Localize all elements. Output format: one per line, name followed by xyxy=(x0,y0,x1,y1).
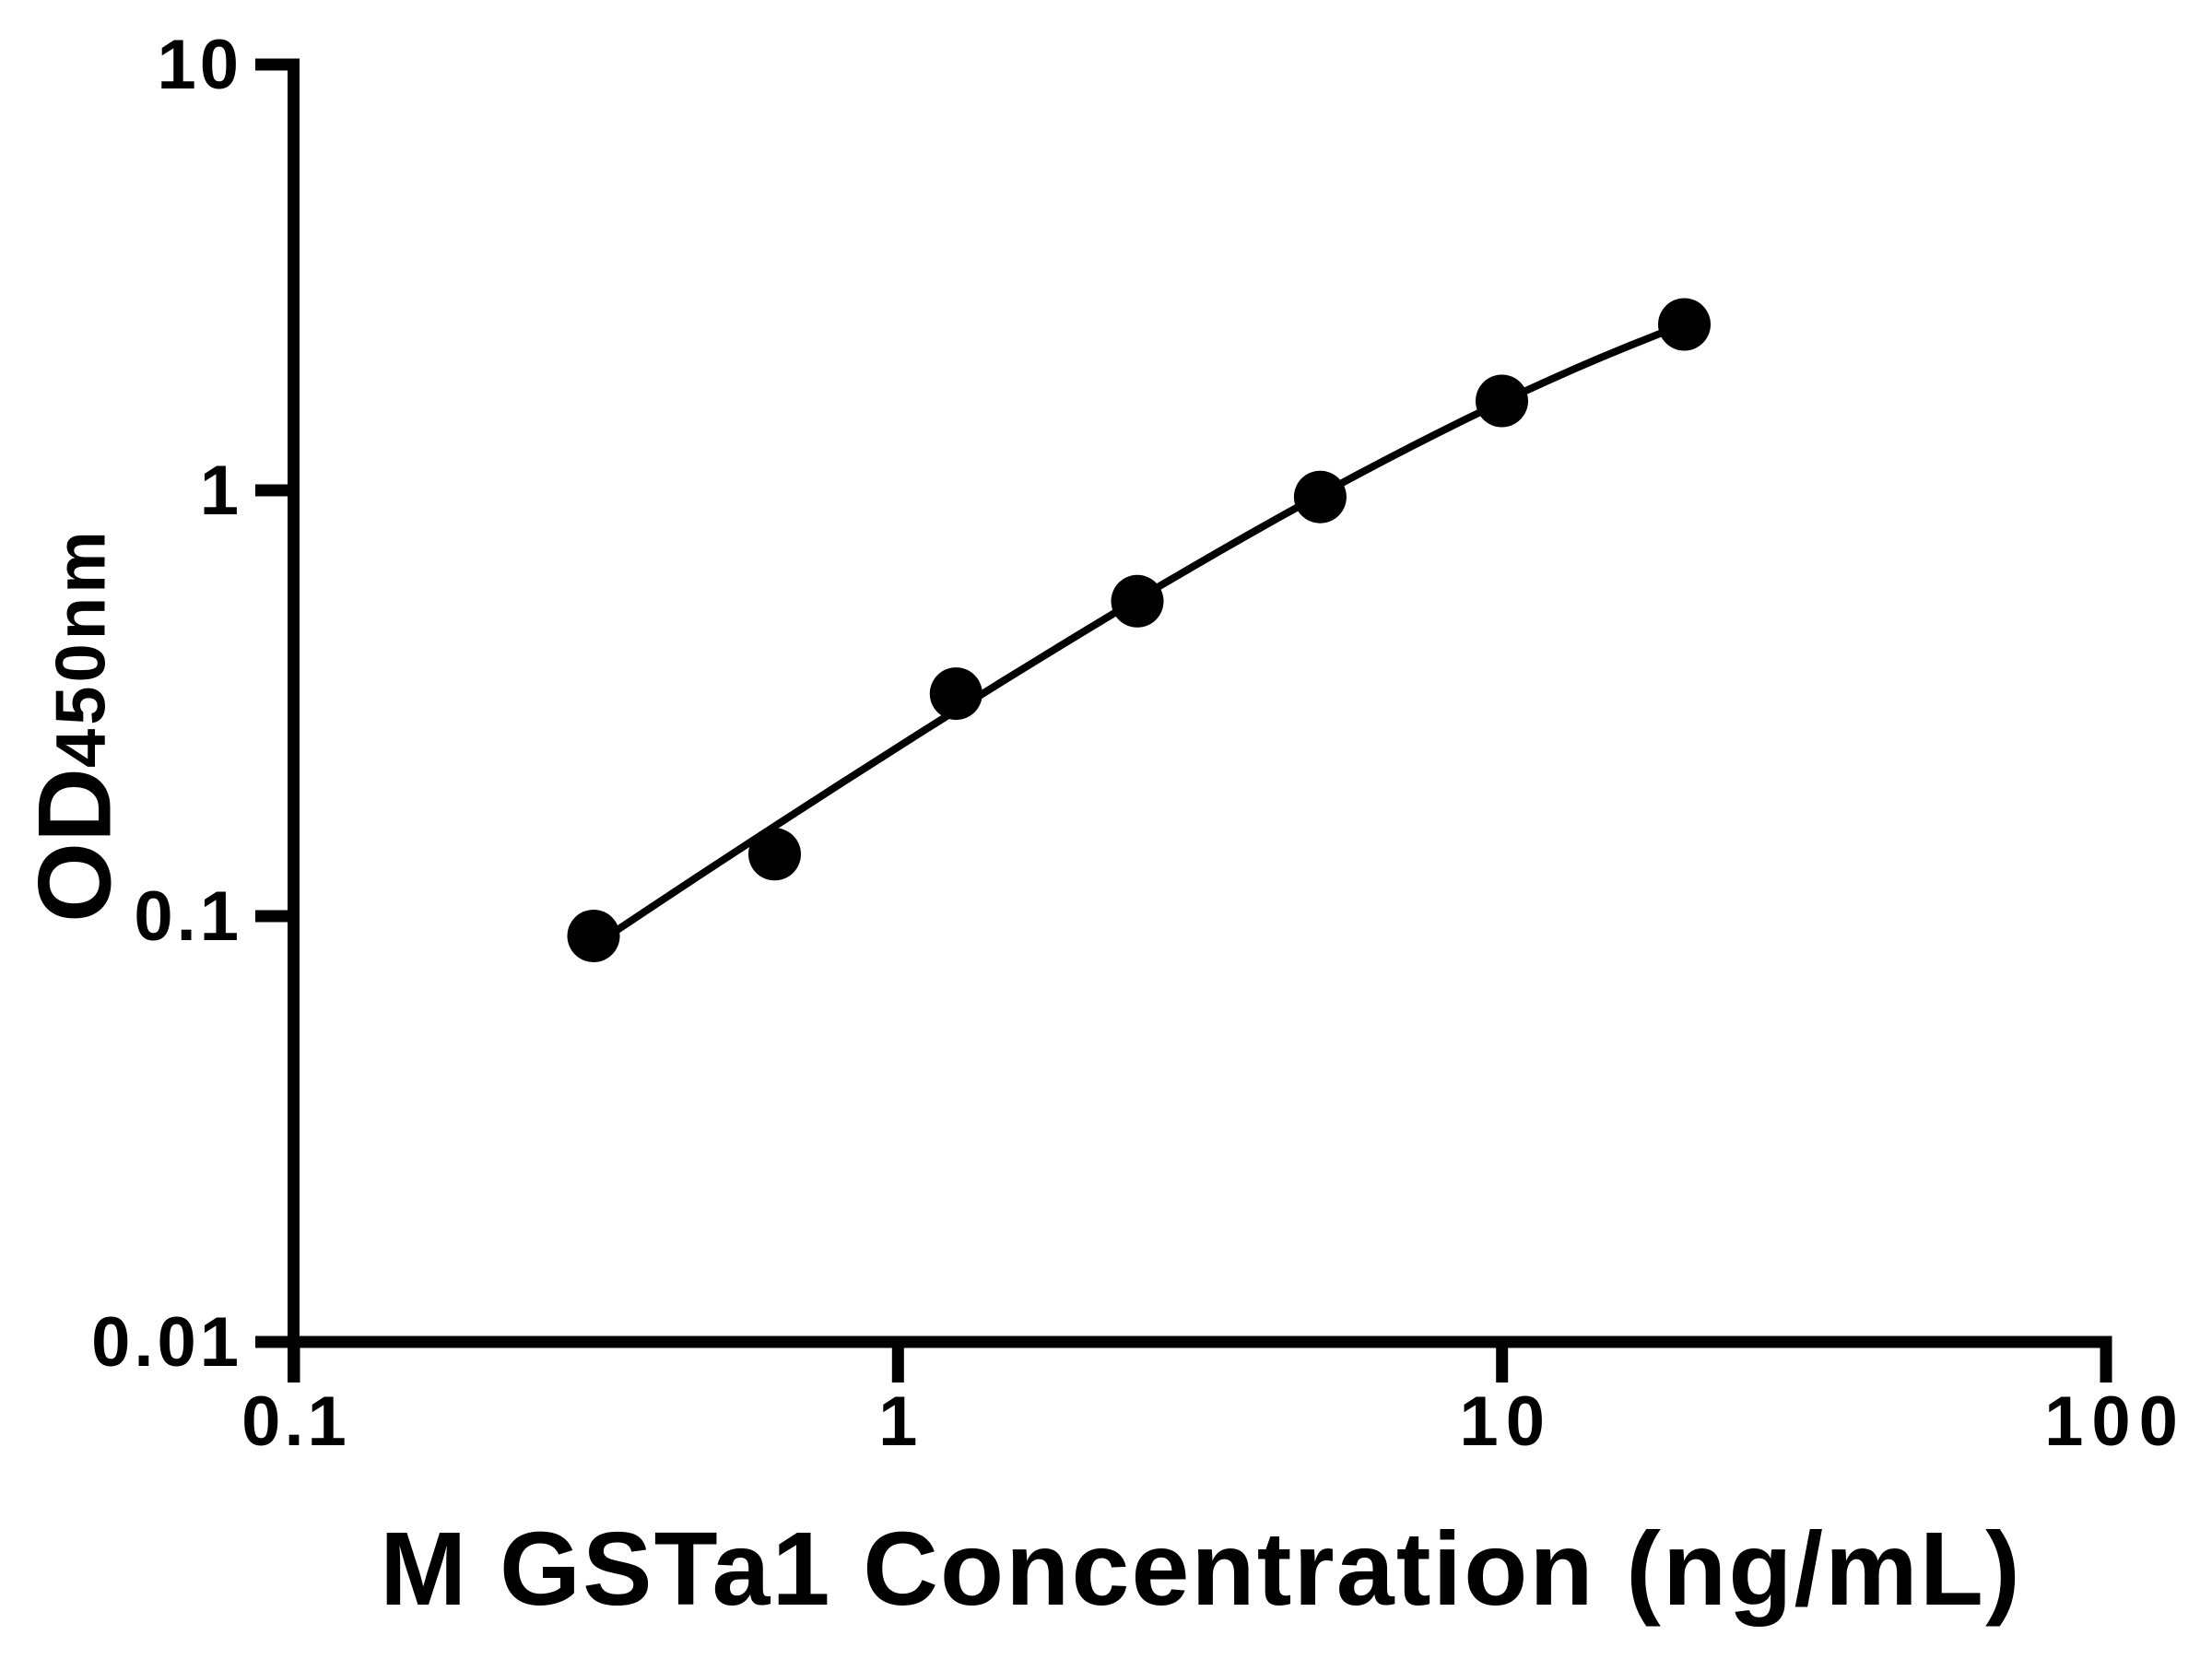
svg-text:10: 10 xyxy=(157,26,242,104)
svg-text:M GSTa1 Concentration (ng/mL): M GSTa1 Concentration (ng/mL) xyxy=(380,1511,2022,1627)
svg-text:100: 100 xyxy=(2044,1382,2186,1461)
svg-text:0.1: 0.1 xyxy=(241,1382,350,1461)
svg-text:OD450nm: OD450nm xyxy=(18,527,133,923)
svg-text:10: 10 xyxy=(1459,1382,1552,1461)
svg-text:1: 1 xyxy=(200,452,242,530)
svg-text:1: 1 xyxy=(878,1382,921,1461)
svg-text:0.1: 0.1 xyxy=(134,877,242,956)
svg-text:0.01: 0.01 xyxy=(91,1303,242,1382)
